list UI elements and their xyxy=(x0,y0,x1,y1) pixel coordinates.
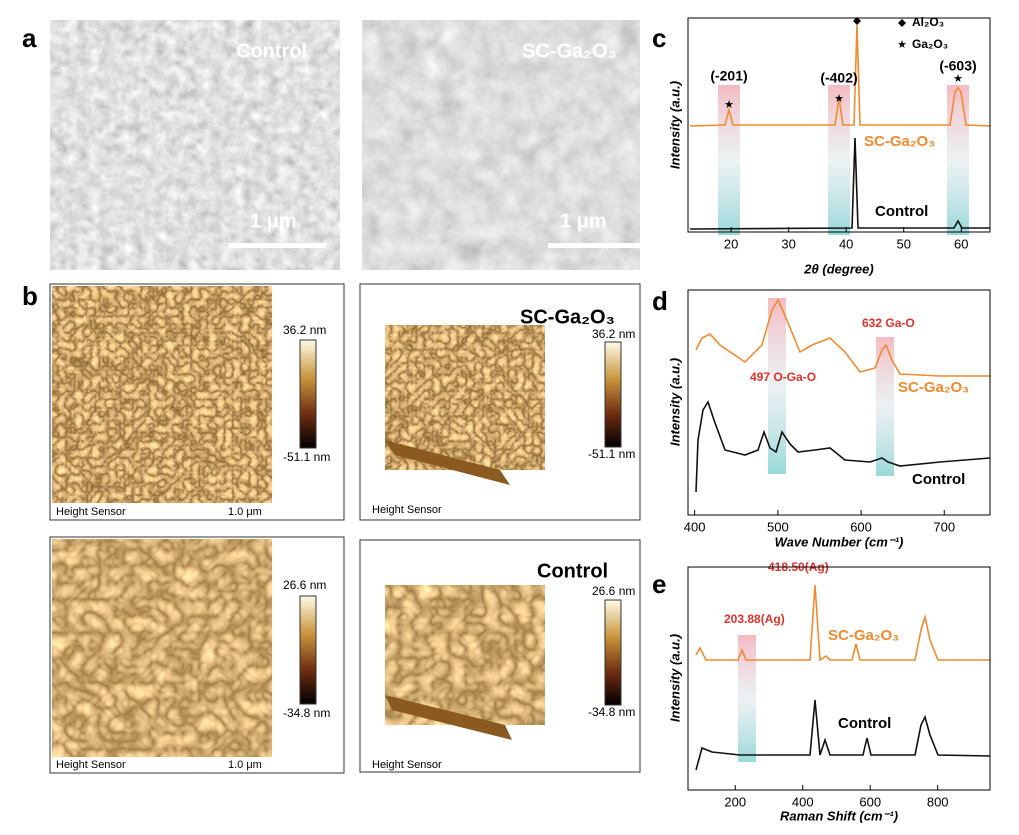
x-tick-label: 50 xyxy=(896,236,910,251)
legend-marker: ★ xyxy=(897,39,907,51)
colorbar-min: -34.8 nm xyxy=(283,706,330,720)
x-tick-label: 20 xyxy=(724,236,738,251)
colorbar-min: -34.8 nm xyxy=(588,705,635,719)
panel-label: e xyxy=(652,569,666,599)
peak-label: (-603) xyxy=(939,58,976,74)
spectrum-line xyxy=(695,298,990,377)
colorbar-max: 26.6 nm xyxy=(283,578,326,592)
scale-bar xyxy=(548,243,646,248)
sensor-label: Height Sensor xyxy=(372,759,442,771)
highlight-band xyxy=(828,85,850,235)
marker xyxy=(853,17,861,25)
annotation: 632 Ga-O xyxy=(862,316,915,330)
frame xyxy=(359,283,641,521)
series-label: SC-Ga₂O₃ xyxy=(898,379,969,396)
x-tick-label: 400 xyxy=(792,794,814,809)
highlight-band xyxy=(768,298,786,474)
sensor-label: Height Sensor xyxy=(56,506,126,518)
marker: ★ xyxy=(834,93,844,105)
series-label: Control xyxy=(875,203,928,220)
scale-bar xyxy=(228,243,326,248)
image-caption: SC-Ga₂O₃ xyxy=(520,306,615,328)
highlight-band xyxy=(947,85,969,235)
x-tick-label: 700 xyxy=(933,519,955,534)
x-tick-label: 400 xyxy=(684,519,706,534)
legend-label: Ga₂O₃ xyxy=(912,37,948,51)
afm-image xyxy=(52,286,272,503)
x-axis-label: Raman Shift (cm⁻¹) xyxy=(780,808,898,823)
sem-image xyxy=(362,20,640,270)
image-caption: Control xyxy=(537,560,608,582)
colorbar xyxy=(604,341,622,448)
x-tick-label: 200 xyxy=(724,794,746,809)
axes-frame xyxy=(687,289,991,516)
x-axis-label: Wave Number (cm⁻¹) xyxy=(775,534,904,549)
annotation: 203.88(Ag) xyxy=(724,612,785,626)
colorbar-max: 36.2 nm xyxy=(592,327,635,341)
afm-3d-side xyxy=(385,695,512,740)
image-caption: SC-Ga₂O₃ xyxy=(522,40,617,62)
y-axis-label: Intensity (a.u.) xyxy=(667,634,682,722)
highlight-band xyxy=(876,337,894,476)
marker: ★ xyxy=(953,73,963,85)
panel-label: a xyxy=(22,23,37,53)
sensor-label: Height Sensor xyxy=(56,759,126,771)
annotation: 497 O-Ga-O xyxy=(750,370,816,384)
colorbar xyxy=(604,599,622,706)
frame xyxy=(359,539,641,773)
afm-3d xyxy=(385,325,545,470)
afm-3d xyxy=(385,585,545,725)
spectrum-line xyxy=(695,584,990,662)
sem-image xyxy=(50,20,340,270)
axes-frame xyxy=(687,17,991,233)
panel-label: b xyxy=(22,281,38,311)
y-axis-label: Intensity (a.u.) xyxy=(667,358,682,446)
scale-label: 1.0 μm xyxy=(228,506,262,518)
x-tick-label: 600 xyxy=(859,794,881,809)
x-tick-label: 30 xyxy=(781,236,795,251)
afm-3d-side xyxy=(385,440,510,485)
highlight-band xyxy=(718,85,740,235)
scale-label: 1 μm xyxy=(560,210,607,232)
colorbar xyxy=(299,595,317,705)
colorbar-max: 36.2 nm xyxy=(283,323,326,337)
marker: ★ xyxy=(724,99,734,111)
spectrum-line xyxy=(695,699,991,771)
x-axis-label: 2θ (degree) xyxy=(803,261,873,276)
panel-label: c xyxy=(652,23,666,53)
y-axis-label: Intensity (a.u.) xyxy=(667,81,682,169)
series-label: Control xyxy=(838,715,891,732)
x-tick-label: 500 xyxy=(767,519,789,534)
series-label: Control xyxy=(912,471,965,488)
peak-label: (-402) xyxy=(820,70,857,86)
colorbar-min: -51.1 nm xyxy=(283,450,330,464)
colorbar xyxy=(299,339,317,449)
spectrum-line xyxy=(689,24,991,127)
x-tick-label: 600 xyxy=(850,519,872,534)
legend-marker xyxy=(898,19,906,27)
colorbar-min: -51.1 nm xyxy=(588,447,635,461)
x-tick-label: 60 xyxy=(954,236,968,251)
highlight-band xyxy=(738,635,756,762)
sensor-label: Height Sensor xyxy=(372,504,442,516)
frame xyxy=(49,283,345,521)
panel-label: d xyxy=(652,286,668,316)
colorbar-max: 26.6 nm xyxy=(592,584,635,598)
peak-label: (-201) xyxy=(710,68,747,84)
series-label: SC-Ga₂O₃ xyxy=(864,133,935,150)
scale-label: 1 μm xyxy=(250,210,297,232)
axes-frame xyxy=(687,566,991,791)
spectrum-line xyxy=(695,400,991,493)
scale-label: 1.0 μm xyxy=(228,759,262,771)
image-caption: Control xyxy=(236,40,307,62)
frame xyxy=(49,536,345,774)
spectrum-line xyxy=(689,137,990,230)
x-tick-label: 40 xyxy=(839,236,853,251)
legend-label: Al₂O₃ xyxy=(912,15,944,29)
afm-image xyxy=(52,539,272,757)
series-label: SC-Ga₂O₃ xyxy=(828,627,899,644)
x-tick-label: 800 xyxy=(927,794,949,809)
